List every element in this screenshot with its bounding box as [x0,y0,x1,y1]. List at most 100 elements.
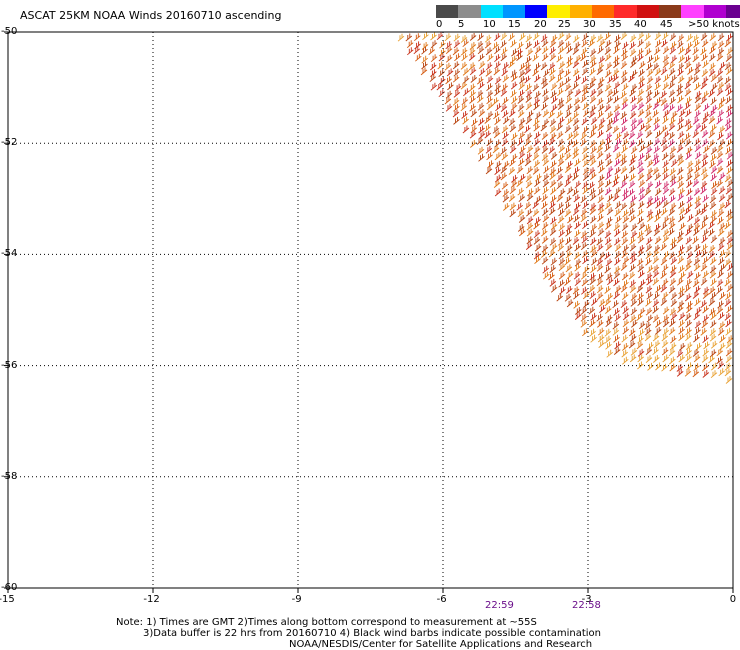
wind-barb [566,46,573,54]
wind-barb [645,355,653,363]
wind-barb [639,279,646,288]
wind-barb [686,300,693,309]
wind-barb [573,214,580,223]
wind-barb [710,41,718,50]
wind-barb [614,40,621,49]
wind-barb [644,41,652,50]
wind-barb [484,130,491,139]
wind-barb [605,62,613,71]
wind-barb [564,293,572,302]
wind-barb [614,257,621,266]
wind-barb [477,102,485,111]
wind-barb [607,75,614,84]
wind-barb [702,314,709,323]
wind-barb [630,124,637,133]
wind-barb [582,291,590,300]
wind-barb [652,314,660,323]
wind-barb [421,46,428,55]
wind-barb [653,138,661,147]
wind-barb [469,95,476,104]
wind-barb [524,125,531,134]
wind-barb [622,306,629,314]
wind-barb [711,181,718,189]
wind-barb [565,250,573,259]
wind-barb [645,228,653,237]
wind-barb [605,258,613,267]
wind-barb [718,312,725,321]
wind-barb [630,298,638,307]
wind-barb [589,277,597,285]
wind-barb [646,277,653,286]
wind-barb [407,47,414,56]
wind-barb [677,40,684,49]
wind-barb [573,34,580,43]
wind-barb [700,123,707,132]
wind-barb [525,242,533,250]
wind-barb [621,53,628,62]
wind-barb [661,340,669,348]
wind-barb [628,208,635,216]
wind-barb [676,368,684,377]
wind-barb [620,180,628,189]
wind-barb [550,90,557,99]
wind-barb [620,202,628,211]
wind-barb [716,116,723,125]
wind-barb [621,70,628,78]
wind-barb [652,256,660,265]
wind-barb [636,285,644,293]
note-line-2: 3)Data buffer is 22 hrs from 20160710 4)… [143,628,601,639]
wind-barb [518,158,525,167]
wind-barb [678,201,685,209]
wind-barb [582,167,590,176]
wind-barb [710,146,718,155]
wind-barb [541,250,548,258]
wind-barb [549,46,556,55]
wind-barb [719,249,726,258]
wind-barb [702,305,709,314]
wind-barb [686,251,694,260]
wind-barb [558,153,565,162]
wind-barb [612,300,619,309]
wind-barb [549,125,557,134]
wind-barb [444,33,452,42]
wind-barb [629,158,636,166]
wind-barb [605,69,612,78]
wind-barb [694,123,702,131]
wind-barb [510,81,518,90]
wind-barb [686,223,694,232]
wind-barb [614,167,621,175]
wind-barb [726,104,733,113]
wind-barb [487,53,494,62]
wind-barb [454,53,461,62]
wind-barb [645,96,653,105]
legend-label: 5 [458,19,465,30]
wind-barb [694,320,702,329]
wind-barb [629,41,636,50]
wind-barb [572,111,579,120]
wind-barb [558,46,565,55]
wind-barb [717,270,724,279]
wind-barb [556,131,564,140]
wind-barb [614,341,621,350]
wind-barb [717,209,725,218]
wind-barb [598,299,606,307]
wind-barb [533,221,540,230]
y-tick-label: -52 [1,137,18,149]
wind-barb [566,89,574,98]
wind-barb [453,103,460,112]
wind-barb [726,214,734,222]
wind-barb [541,145,549,154]
wind-barb [679,271,686,280]
wind-barb [645,83,653,92]
wind-barb [541,201,548,210]
wind-barb [702,256,709,265]
wind-barb [558,61,566,70]
wind-barb [637,264,645,273]
wind-barb [405,33,413,42]
wind-barb [604,104,612,112]
wind-barb [581,39,588,48]
wind-barb [646,159,654,168]
wind-barb [604,53,612,62]
wind-barb [572,188,579,197]
wind-barb [612,321,620,330]
